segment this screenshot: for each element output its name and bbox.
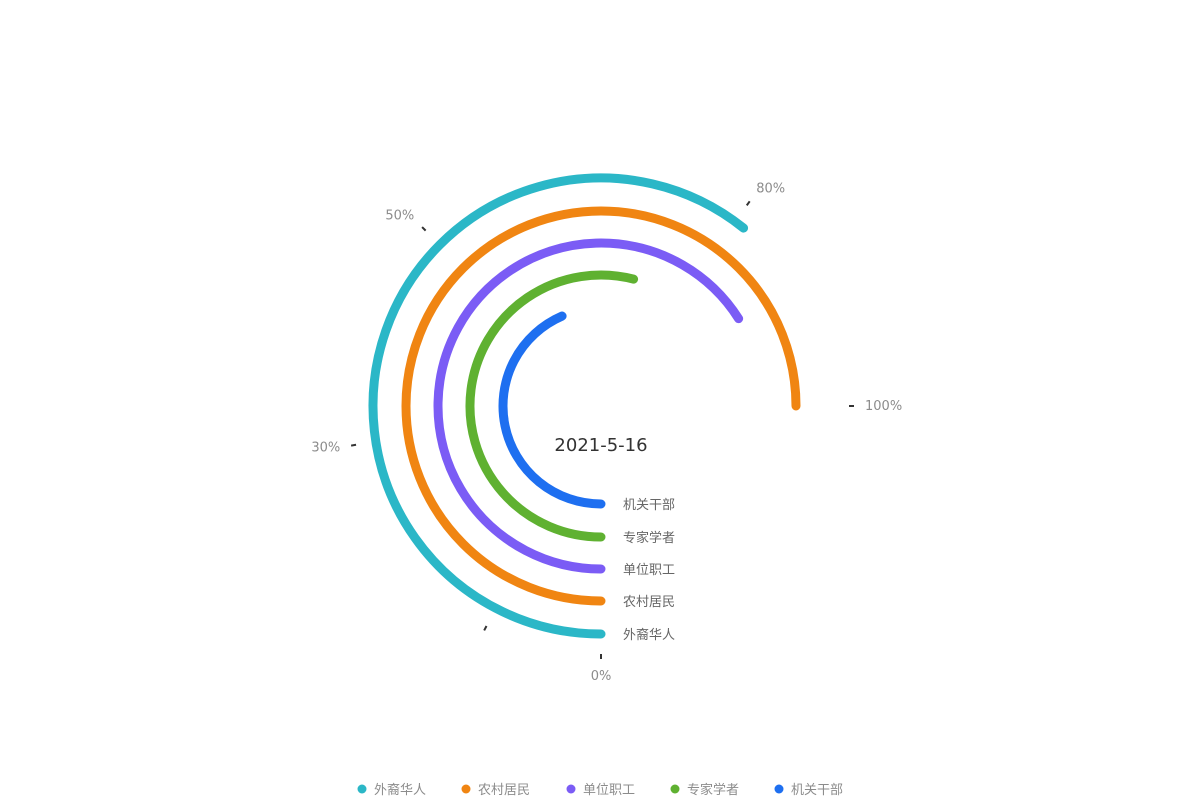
legend-label: 单位职工: [583, 783, 635, 798]
legend-marker: [461, 784, 471, 794]
legend-item-4[interactable]: 专家学者: [670, 782, 740, 798]
axis-tick-label-5: 100%: [865, 399, 902, 414]
axis-tick-label-4: 80%: [756, 181, 785, 196]
legend-item-1[interactable]: 外裔华人: [357, 782, 427, 798]
axis-tick-minor: [483, 625, 488, 631]
series-arc-5[interactable]: [498, 311, 606, 509]
category-labels: 外裔华人 农村居民 单位职工 专家学者 机关干部: [623, 498, 675, 643]
legend-marker: [670, 784, 680, 794]
category-label-3: 单位职工: [623, 563, 675, 578]
series-arc-2[interactable]: [401, 206, 801, 606]
legend-item-2[interactable]: 农村居民: [461, 783, 531, 798]
legend-marker: [566, 784, 576, 794]
axis-ticks: 0% 30% 50% 80% 100%: [311, 181, 902, 684]
legend-item-3[interactable]: 单位职工: [566, 783, 636, 798]
center-label: 2021-5-16: [554, 435, 647, 456]
category-label-5: 机关干部: [623, 498, 675, 513]
axis-tick-label-3: 50%: [385, 208, 414, 223]
axis-tick-label-2: 30%: [311, 440, 340, 455]
category-label-1: 外裔华人: [623, 627, 675, 643]
legend-label: 外裔华人: [374, 782, 426, 798]
series-arcs: [368, 173, 801, 639]
series-arc-1[interactable]: [368, 173, 749, 639]
category-label-2: 农村居民: [623, 595, 675, 610]
axis-tick-3: [421, 226, 427, 232]
axis-tick-label-1: 0%: [591, 669, 612, 684]
axis-tick-4: [745, 200, 751, 206]
legend-item-5[interactable]: 机关干部: [774, 783, 844, 798]
axis-tick-2: [350, 443, 357, 447]
category-label-4: 专家学者: [623, 530, 675, 546]
legend-marker: [774, 784, 784, 794]
legend-label: 农村居民: [478, 783, 530, 798]
legend-label: 机关干部: [791, 783, 843, 798]
series-arc-3[interactable]: [433, 238, 744, 574]
legend-label: 专家学者: [687, 782, 739, 798]
legend[interactable]: 外裔华人 农村居民 单位职工 专家学者 机关干部: [357, 782, 844, 798]
series-arc-4[interactable]: [465, 270, 639, 542]
legend-marker: [357, 784, 367, 794]
